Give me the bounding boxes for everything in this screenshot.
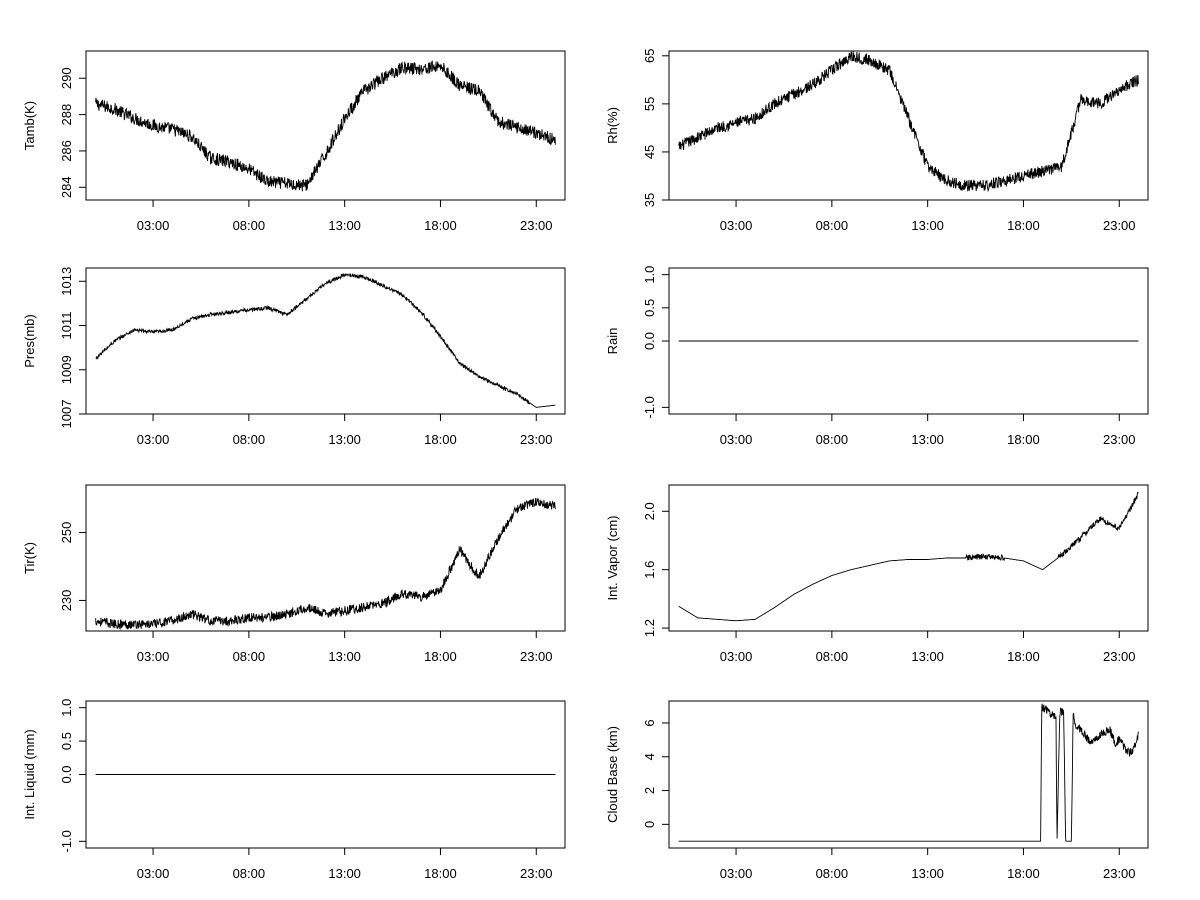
x-tick-label: 23:00	[520, 218, 553, 233]
y-axis-label: Cloud Base (km)	[605, 726, 620, 823]
y-tick-label: 1009	[59, 355, 74, 384]
chart-panel-3: 03:00 08:00 13:00 18:00 23:00 1007 1009 1011 101…	[22, 267, 566, 447]
plot-frame	[85, 50, 566, 201]
x-tick-label: 18:00	[1007, 649, 1040, 664]
plot-frame	[85, 267, 566, 415]
y-tick-label: 55	[642, 97, 657, 111]
y-tick-label: 290	[59, 67, 74, 89]
y-axis-label: Pres(mb)	[22, 314, 37, 367]
x-tick-label: 03:00	[137, 432, 170, 447]
y-tick-label: 2.0	[642, 502, 657, 520]
series-line	[95, 497, 556, 631]
plot-frame	[668, 484, 1149, 632]
y-axis-label: Rh(%)	[605, 107, 620, 144]
x-tick-label: 18:00	[1007, 218, 1040, 233]
y-axis-label: Int. Liquid (mm)	[22, 729, 37, 819]
y-tick-label: 1011	[59, 312, 74, 340]
x-tick-label: 13:00	[328, 218, 361, 233]
x-tick-label: 03:00	[720, 866, 753, 881]
x-tick-label: 23:00	[1103, 432, 1136, 447]
chart-panel-8: 03:00 08:00 13:00 18:00 23:00 0 2 4 6 Cloud Base …	[605, 700, 1149, 881]
y-tick-label: 0.0	[59, 765, 74, 783]
y-tick-label: 286	[59, 140, 74, 162]
y-tick-label: 35	[642, 193, 657, 207]
y-tick-label: 1007	[59, 400, 74, 429]
x-tick-label: 08:00	[816, 218, 849, 233]
x-tick-label: 08:00	[233, 866, 266, 881]
chart-panel-1: 03:00 08:00 13:00 18:00 23:00 284 286 288 290 Tam…	[22, 50, 566, 233]
chart-panel-6: 03:00 08:00 13:00 18:00 23:00 1.2 1.6 2.0 Int. V…	[605, 484, 1149, 664]
y-tick-label: 2	[642, 787, 657, 794]
x-tick-label: 08:00	[816, 866, 849, 881]
x-tick-label: 18:00	[424, 218, 457, 233]
x-tick-label: 03:00	[720, 218, 753, 233]
series-line	[678, 491, 1139, 622]
x-tick-label: 23:00	[1103, 218, 1136, 233]
y-tick-label: 288	[59, 104, 74, 126]
y-axis-label: Tamb(K)	[22, 101, 37, 150]
series-line	[678, 51, 1139, 193]
plot-frame	[85, 484, 566, 632]
plot-frame	[668, 700, 1149, 849]
x-tick-label: 03:00	[720, 432, 753, 447]
x-tick-label: 03:00	[720, 649, 753, 664]
y-axis-label: Tir(K)	[22, 542, 37, 574]
x-tick-label: 23:00	[1103, 866, 1136, 881]
x-tick-label: 18:00	[424, 432, 457, 447]
y-tick-label: 0	[642, 821, 657, 828]
x-tick-label: 13:00	[328, 866, 361, 881]
x-tick-label: 13:00	[911, 649, 944, 664]
plot-frame	[668, 50, 1149, 201]
x-tick-label: 18:00	[424, 649, 457, 664]
y-tick-label: 1.0	[642, 266, 657, 284]
x-tick-label: 13:00	[911, 218, 944, 233]
y-tick-label: 0.5	[642, 299, 657, 317]
series-line	[678, 703, 1139, 842]
x-tick-label: 23:00	[520, 866, 553, 881]
x-tick-label: 23:00	[1103, 649, 1136, 664]
x-tick-label: 23:00	[520, 432, 553, 447]
chart-panel-5: 03:00 08:00 13:00 18:00 23:00 230 250 Tir(K)	[22, 484, 566, 664]
series-line	[95, 273, 556, 408]
y-tick-label: 230	[59, 590, 74, 612]
y-tick-label: 0.0	[642, 332, 657, 350]
y-tick-label: -1.0	[59, 830, 74, 852]
x-tick-label: 23:00	[520, 649, 553, 664]
series-line	[95, 60, 556, 192]
y-tick-label: 4	[642, 753, 657, 760]
chart-panel-4: 03:00 08:00 13:00 18:00 23:00 -1.0 0.0 0.5 1.0 Ra…	[605, 266, 1149, 447]
y-tick-label: 1013	[59, 267, 74, 296]
y-tick-label: 0.5	[59, 732, 74, 750]
x-tick-label: 08:00	[233, 432, 266, 447]
y-tick-label: 6	[642, 719, 657, 726]
x-tick-label: 08:00	[816, 432, 849, 447]
x-tick-label: 13:00	[911, 866, 944, 881]
y-axis-label: Int. Vapor (cm)	[605, 515, 620, 600]
y-tick-label: 250	[59, 522, 74, 544]
chart-panel-2: 03:00 08:00 13:00 18:00 23:00 35 45 55 65 Rh(%)	[605, 49, 1149, 233]
y-axis-label: Rain	[605, 328, 620, 355]
y-tick-label: 1.0	[59, 699, 74, 717]
chart-panel-7: 03:00 08:00 13:00 18:00 23:00 -1.0 0.0 0.5 1.0 In…	[22, 699, 566, 881]
x-tick-label: 18:00	[1007, 432, 1040, 447]
y-tick-label: 1.6	[642, 561, 657, 579]
x-tick-label: 03:00	[137, 649, 170, 664]
y-tick-label: -1.0	[642, 396, 657, 418]
x-tick-label: 18:00	[1007, 866, 1040, 881]
x-tick-label: 03:00	[137, 866, 170, 881]
y-tick-label: 45	[642, 145, 657, 159]
y-tick-label: 284	[59, 176, 74, 198]
x-tick-label: 13:00	[911, 432, 944, 447]
x-tick-label: 08:00	[233, 649, 266, 664]
x-tick-label: 13:00	[328, 649, 361, 664]
x-tick-label: 03:00	[137, 218, 170, 233]
x-tick-label: 08:00	[233, 218, 266, 233]
x-tick-label: 08:00	[816, 649, 849, 664]
y-tick-label: 65	[642, 49, 657, 63]
x-tick-label: 13:00	[328, 432, 361, 447]
y-tick-label: 1.2	[642, 619, 657, 637]
x-tick-label: 18:00	[424, 866, 457, 881]
